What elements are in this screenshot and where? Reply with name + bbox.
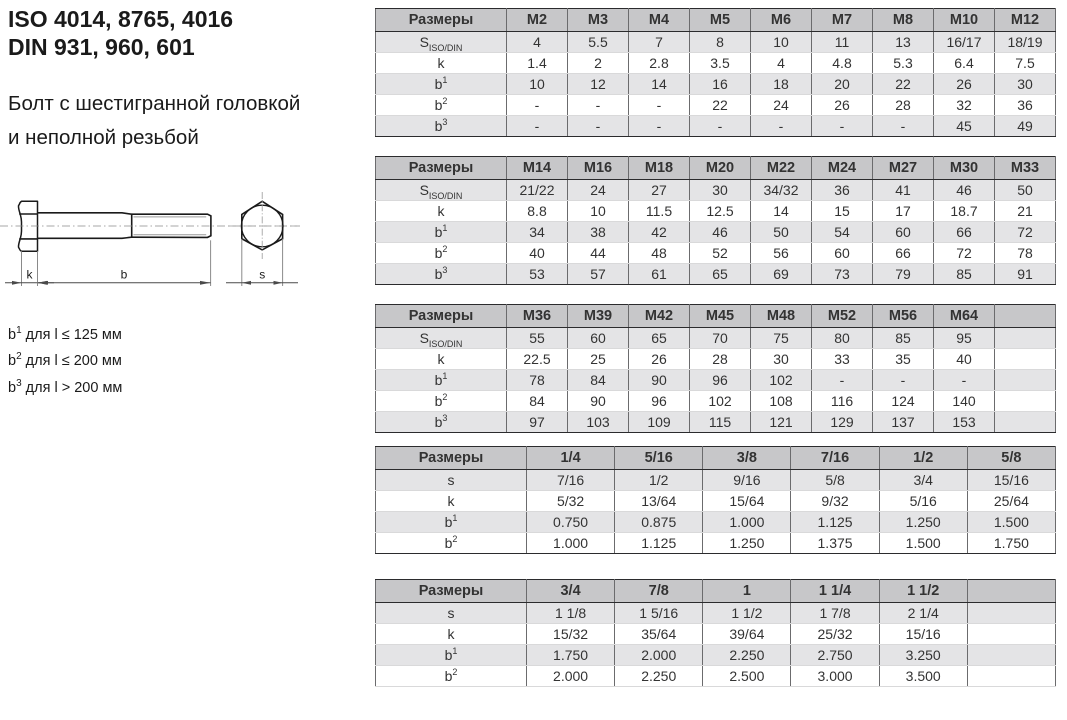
svg-text:k: k [27,268,34,282]
svg-text:b: b [121,268,128,282]
svg-text:s: s [259,268,265,282]
